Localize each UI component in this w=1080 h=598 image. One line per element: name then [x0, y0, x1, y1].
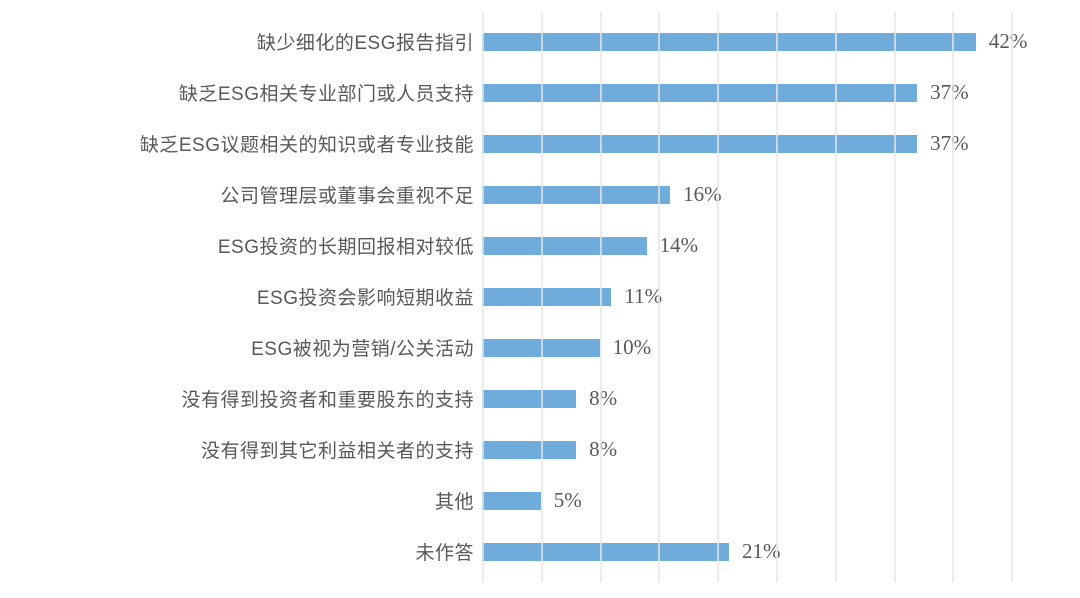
value-label: 21% — [741, 539, 781, 563]
bar — [482, 32, 976, 51]
bar-area: 14% — [482, 220, 1080, 271]
category-label: 缺少细化的ESG报告指引 — [256, 33, 474, 54]
chart-row: 缺乏ESG相关专业部门或人员支持 37% — [0, 67, 1080, 118]
bar — [482, 134, 918, 153]
chart-row: 没有得到投资者和重要股东的支持 8% — [0, 373, 1080, 424]
category-label: 没有得到投资者和重要股东的支持 — [181, 390, 474, 411]
bar — [482, 389, 577, 408]
chart-rows: 缺少细化的ESG报告指引 42% 缺乏ESG相关专业部门或人员支持 37% 缺乏ESG议… — [0, 16, 1080, 577]
category-label: 其他 — [434, 492, 474, 513]
chart-row: 没有得到其它利益相关者的支持 8% — [0, 424, 1080, 475]
chart-row: 公司管理层或董事会重视不足 16% — [0, 169, 1080, 220]
value-label: 37% — [930, 131, 969, 155]
bar — [482, 185, 671, 204]
chart-row: ESG被视为营销/公关活动 10% — [0, 322, 1080, 373]
bar-area: 11% — [482, 271, 1080, 322]
bar-area: 10% — [482, 322, 1080, 373]
value-label: 8% — [589, 386, 618, 410]
chart-row: ESG投资的长期回报相对较低 14% — [0, 220, 1080, 271]
value-label: 8% — [589, 437, 618, 461]
value-label: 14% — [659, 233, 699, 257]
bar — [482, 542, 729, 561]
category-label: 没有得到其它利益相关者的支持 — [200, 441, 474, 462]
category-label: ESG投资会影响短期收益 — [256, 288, 474, 309]
bar-area: 16% — [482, 169, 1080, 220]
chart-row: ESG投资会影响短期收益 11% — [0, 271, 1080, 322]
bar-area: 5% — [482, 475, 1080, 526]
bar-area: 42% — [482, 16, 1080, 67]
bar — [482, 440, 577, 459]
bar-area: 21% — [482, 526, 1080, 577]
category-label: 未作答 — [415, 543, 474, 564]
category-label: ESG被视为营销/公关活动 — [251, 339, 474, 360]
bar-area: 8% — [482, 373, 1080, 424]
bar-area: 8% — [482, 424, 1080, 475]
bar — [482, 83, 918, 102]
value-label: 37% — [930, 80, 969, 104]
bar-area: 37% — [482, 118, 1080, 169]
category-label: ESG投资的长期回报相对较低 — [217, 237, 474, 258]
category-label: 公司管理层或董事会重视不足 — [220, 186, 474, 207]
value-label: 5% — [553, 488, 582, 512]
bar-area: 37% — [482, 67, 1080, 118]
bar — [482, 491, 541, 510]
value-label: 42% — [988, 29, 1028, 53]
value-label: 11% — [624, 284, 663, 308]
chart-row: 未作答 21% — [0, 526, 1080, 577]
chart-row: 其他 5% — [0, 475, 1080, 526]
bar — [482, 236, 647, 255]
value-label: 16% — [683, 182, 722, 206]
category-label: 缺乏ESG议题相关的知识或者专业技能 — [139, 135, 474, 156]
chart-row: 缺乏ESG议题相关的知识或者专业技能 37% — [0, 118, 1080, 169]
bar — [482, 287, 612, 306]
chart-row: 缺少细化的ESG报告指引 42% — [0, 16, 1080, 67]
value-label: 10% — [612, 335, 652, 359]
category-label: 缺乏ESG相关专业部门或人员支持 — [178, 84, 474, 105]
bar — [482, 338, 600, 357]
